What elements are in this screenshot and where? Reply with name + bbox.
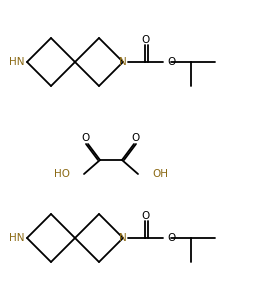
- Text: O: O: [167, 233, 175, 243]
- Text: O: O: [132, 133, 140, 143]
- Text: O: O: [142, 35, 150, 45]
- Text: N: N: [119, 57, 127, 67]
- Text: N: N: [119, 233, 127, 243]
- Text: OH: OH: [152, 169, 168, 179]
- Text: O: O: [167, 57, 175, 67]
- Text: HN: HN: [9, 57, 24, 67]
- Text: O: O: [82, 133, 90, 143]
- Text: HN: HN: [9, 233, 24, 243]
- Text: O: O: [142, 211, 150, 221]
- Text: HO: HO: [54, 169, 70, 179]
